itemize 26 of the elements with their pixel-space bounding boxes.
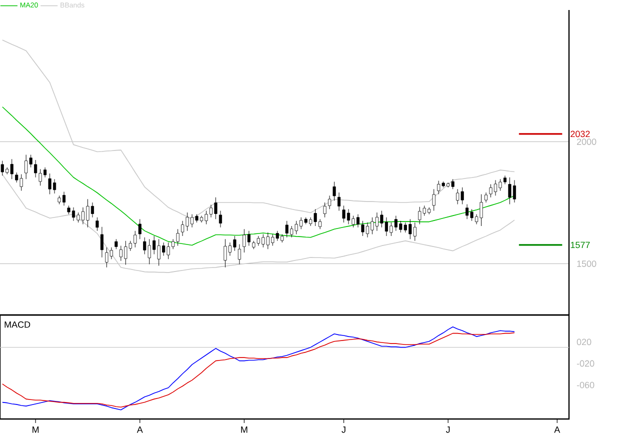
candlestick [338, 192, 341, 212]
candlestick [218, 210, 222, 228]
x-tick-label: M [241, 426, 248, 433]
candlestick [138, 218, 142, 240]
x-tick-label: J [342, 426, 346, 433]
x-tick-label: A [136, 426, 143, 433]
candlestick [432, 188, 436, 212]
y-tick-label: 020 [576, 338, 592, 346]
x-tick-label: J [446, 426, 450, 433]
candlestick [328, 195, 332, 210]
y-tick-label: 2000 [576, 138, 596, 145]
candlestick [238, 244, 241, 264]
y-tick-label: -060 [576, 382, 594, 388]
text: MACD [4, 321, 30, 328]
candlestick [114, 238, 118, 250]
candlestick [100, 226, 104, 258]
candlestick [484, 192, 488, 203]
candlestick [332, 182, 336, 202]
x-tick-label: M [32, 426, 39, 433]
candlestick [323, 202, 326, 218]
y-tick-label: 1500 [577, 260, 596, 267]
x-tick-label: A [554, 426, 560, 433]
ref-line-label: 1577 [570, 242, 590, 248]
candlestick [96, 217, 99, 232]
y-tick-label: -020 [576, 360, 594, 367]
ref-line-label: 2032 [570, 130, 590, 138]
